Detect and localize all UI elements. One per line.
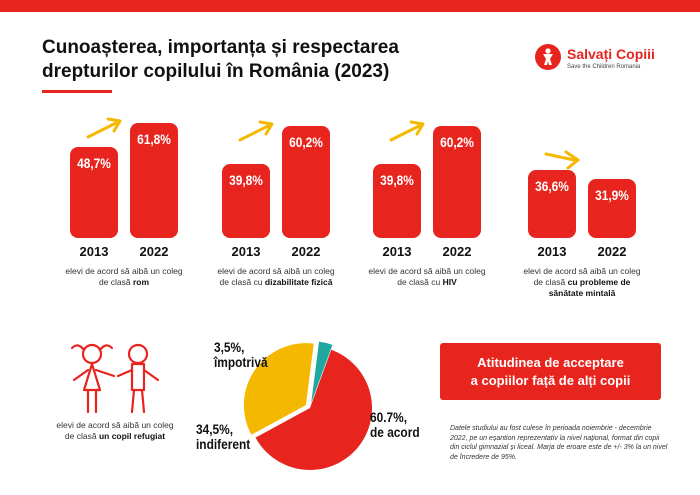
bar-value-label: 61,8% <box>137 131 171 147</box>
bar-value-label: 36,6% <box>535 177 569 194</box>
section-heading-box: Atitudinea de acceptare a copiilor față … <box>440 343 661 400</box>
bar-value-label: 39,8% <box>229 171 263 188</box>
bar-3-2013 <box>373 163 421 238</box>
pie-label-indifferent: 34,5%, indiferent <box>196 421 251 452</box>
box-line-2: a copiilor față de alți copii <box>470 373 631 388</box>
bar-1-2013 <box>70 147 118 238</box>
bar-value-label: 39,8% <box>380 171 414 188</box>
bar-2-2022 <box>282 125 330 238</box>
logo-name: Salvați Copiii <box>567 46 655 62</box>
year-label: 2013 <box>79 244 109 259</box>
pie-slice-agree <box>255 349 372 470</box>
bar-caption: elevi de acord să aibă un coleg de clasă… <box>368 266 486 287</box>
bar-value-label: 31,9% <box>595 186 629 203</box>
year-label: 2013 <box>231 244 261 259</box>
bar-caption: elevi de acord să aibă un coleg de clasă… <box>217 266 335 287</box>
logo-figure-icon <box>535 44 561 70</box>
year-label: 2022 <box>139 244 169 259</box>
trend-down-arrow-icon <box>544 150 580 170</box>
bar-value-label: 60,2% <box>289 133 323 150</box>
year-label: 2022 <box>291 244 321 259</box>
bar-4-2022 <box>588 178 636 238</box>
trend-up-arrow-icon <box>86 117 122 139</box>
pie-caption: elevi de acord să aibă un coleg de clasă… <box>56 420 174 441</box>
pie-slice-against <box>311 341 333 404</box>
trend-up-arrow-icon <box>389 120 425 142</box>
trend-up-arrow-icon <box>238 120 274 142</box>
page-title: Cunoașterea, importanța și respectarea d… <box>42 37 399 82</box>
year-label: 2013 <box>382 244 412 259</box>
year-label: 2022 <box>597 244 627 259</box>
bar-value-label: 48,7% <box>77 155 111 172</box>
bar-4-2013 <box>528 169 576 238</box>
logo-subtitle: Save the Children Romania <box>567 64 641 70</box>
bar-value-label: 60,2% <box>440 133 474 150</box>
pie-slice-indifferent <box>243 343 314 435</box>
year-label: 2013 <box>537 244 567 259</box>
methodology-note: Datele studiului au fost culese în perio… <box>450 425 668 461</box>
title-underline <box>42 90 112 93</box>
children-illustration <box>70 343 160 414</box>
pie-label-agree: 60.7%, de acord <box>370 409 420 440</box>
bar-2-2013 <box>222 163 270 238</box>
year-label: 2022 <box>442 244 472 259</box>
bar-caption: elevi de acord să aibă un coleg de clasă… <box>523 266 641 298</box>
bar-1-2022 <box>130 123 178 238</box>
box-line-1: Atitudinea de acceptare <box>477 355 624 370</box>
salvati-copiii-logo: Salvați Copiii Save the Children Romania <box>535 44 675 84</box>
pie-label-against: 3,5%, împotrivă <box>214 339 268 370</box>
pie-chart <box>243 341 372 470</box>
bar-3-2022 <box>433 125 481 238</box>
bar-caption: elevi de acord să aibă un coleg de clasă… <box>65 266 183 287</box>
top-accent-bar <box>0 0 700 12</box>
